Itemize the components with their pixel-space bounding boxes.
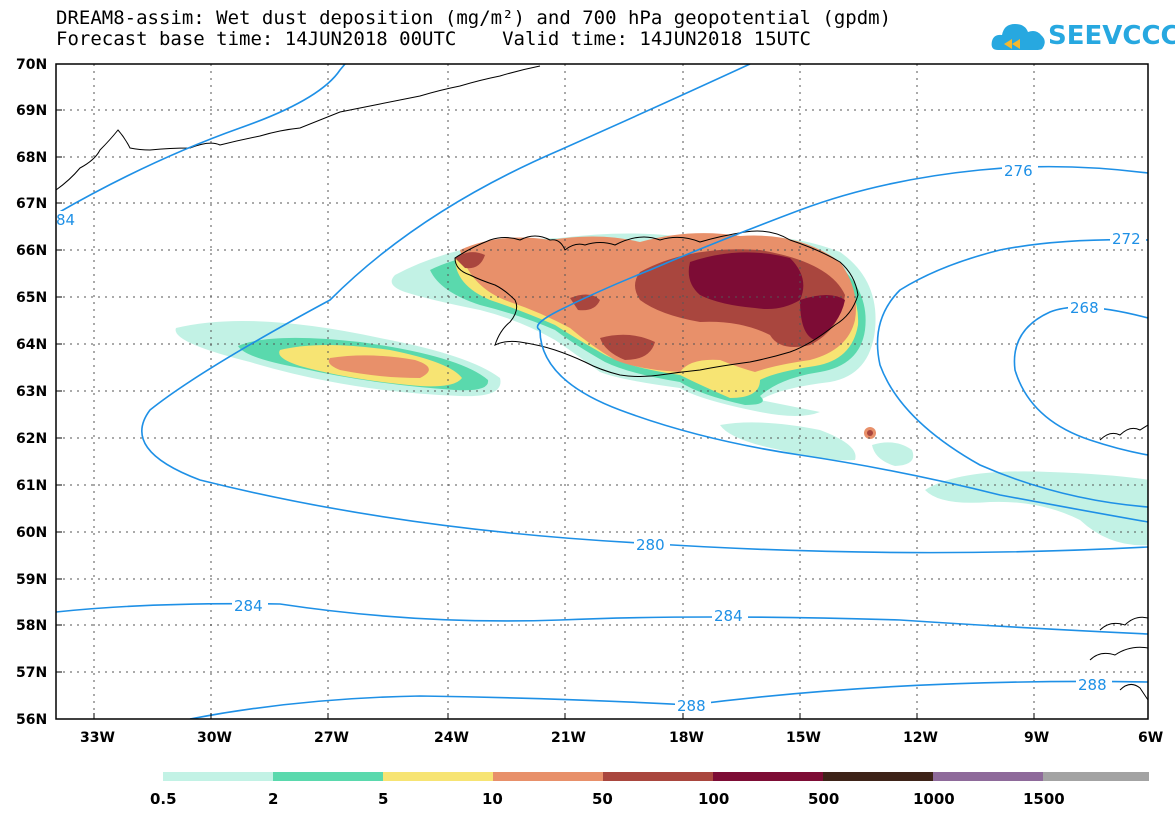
contour-label-288-east: 288 <box>1078 676 1107 694</box>
cloud-icon <box>991 24 1045 50</box>
lon-label-33w: 33W <box>80 730 115 746</box>
colorbar-label-2: 2 <box>268 790 278 808</box>
colorbar-swatch-8 <box>933 772 1043 781</box>
colorbar-label-1000: 1000 <box>913 790 955 808</box>
colorbar-swatch-3 <box>383 772 493 781</box>
latitude-labels: 70N 69N 68N 67N 66N 65N 64N 63N 62N 61N … <box>16 57 47 728</box>
colorbar-swatch-9 <box>1043 772 1149 781</box>
contour-label-288-center: 288 <box>677 697 706 715</box>
lat-label-56n: 56N <box>16 712 47 728</box>
colorbar-label-100: 100 <box>698 790 729 808</box>
lon-label-15w: 15W <box>786 730 821 746</box>
lat-label-66n: 66N <box>16 243 47 259</box>
colorbar-swatch-4 <box>493 772 603 781</box>
contour-labels: 276 272 268 280 284 284 288 288 84 <box>56 160 1146 715</box>
contour-label-84: 84 <box>56 211 75 229</box>
contour-label-268: 268 <box>1070 299 1099 317</box>
lat-label-64n: 64N <box>16 337 47 353</box>
axis-ticks <box>56 63 1149 720</box>
lon-label-21w: 21W <box>551 730 586 746</box>
lat-label-58n: 58N <box>16 618 47 634</box>
colorbar-label-0-5: 0.5 <box>150 790 177 808</box>
lon-label-6w: 6W <box>1138 730 1163 746</box>
lon-label-27w: 27W <box>314 730 349 746</box>
lat-label-70n: 70N <box>16 57 47 73</box>
lat-label-68n: 68N <box>16 150 47 166</box>
colorbar-label-10: 10 <box>482 790 503 808</box>
lat-label-60n: 60N <box>16 525 47 541</box>
contour-label-276: 276 <box>1004 162 1033 180</box>
lat-label-63n: 63N <box>16 384 47 400</box>
colorbar-swatch-7 <box>823 772 933 781</box>
colorbar: 0.5 2 5 10 50 100 500 1000 1500 <box>150 772 1149 808</box>
seevccc-logo: SEEVCCC <box>990 14 1175 64</box>
lon-label-12w: 12W <box>903 730 938 746</box>
lat-label-59n: 59N <box>16 572 47 588</box>
colorbar-swatch-5 <box>603 772 713 781</box>
plot-area: 276 272 268 280 284 284 288 288 84 <box>56 64 1148 719</box>
logo-text: SEEVCCC <box>1048 21 1175 51</box>
lon-label-24w: 24W <box>434 730 469 746</box>
lon-label-9w: 9W <box>1024 730 1049 746</box>
colorbar-label-500: 500 <box>808 790 839 808</box>
colorbar-swatch-6 <box>713 772 823 781</box>
contour-label-272: 272 <box>1112 230 1141 248</box>
grid-lines <box>56 64 1148 719</box>
colorbar-label-1500: 1500 <box>1023 790 1065 808</box>
map-title: DREAM8-assim: Wet dust deposition (mg/m²… <box>56 7 892 29</box>
map-subtitle: Forecast base time: 14JUN2018 00UTC Vali… <box>56 28 811 50</box>
lat-label-65n: 65N <box>16 290 47 306</box>
colorbar-label-50: 50 <box>592 790 613 808</box>
lat-label-61n: 61N <box>16 478 47 494</box>
lon-label-30w: 30W <box>197 730 232 746</box>
longitude-labels: 33W 30W 27W 24W 21W 18W 15W 12W 9W 6W <box>80 730 1163 746</box>
lon-label-18w: 18W <box>669 730 704 746</box>
colorbar-label-5: 5 <box>378 790 388 808</box>
colorbar-swatch-2 <box>273 772 383 781</box>
colorbar-swatch-1 <box>163 772 273 781</box>
lat-label-69n: 69N <box>16 103 47 119</box>
lat-label-57n: 57N <box>16 665 47 681</box>
contour-label-284-west: 284 <box>234 597 263 615</box>
lat-label-67n: 67N <box>16 196 47 212</box>
dust-deposition-shading <box>175 233 1148 546</box>
contour-label-284-east: 284 <box>714 607 743 625</box>
contour-label-280: 280 <box>636 536 665 554</box>
coastlines <box>56 65 1148 701</box>
lat-label-62n: 62N <box>16 431 47 447</box>
